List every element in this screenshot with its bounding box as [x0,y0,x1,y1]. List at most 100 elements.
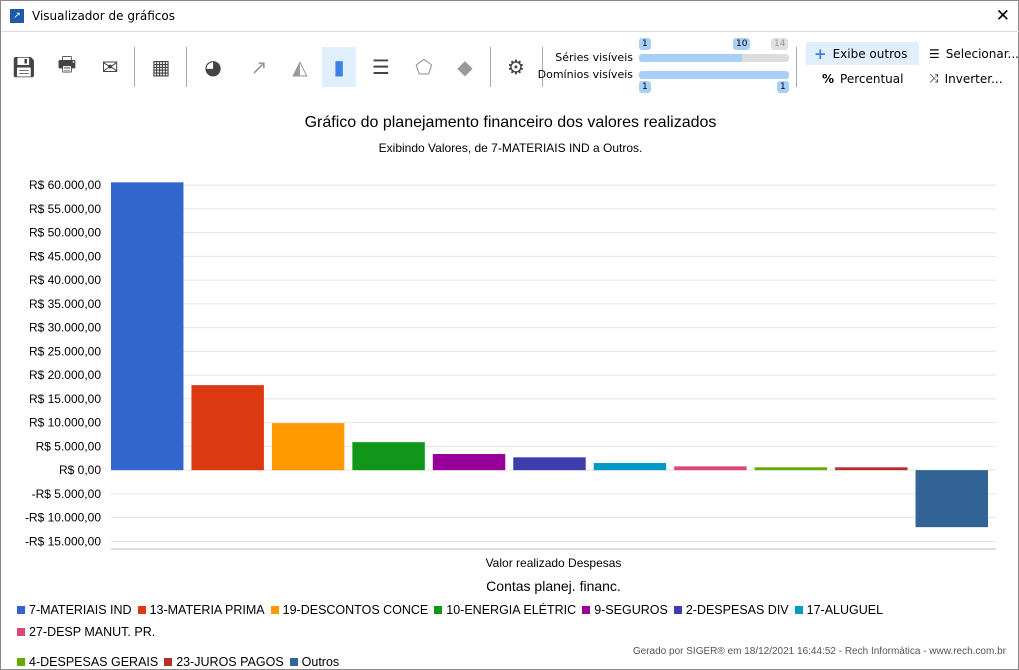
list-icon: ☰ [929,46,940,61]
settings-button[interactable]: ⚙ [499,47,533,87]
bar-chart-button[interactable]: ▮ [322,47,356,87]
save-icon: 💾︎ [11,55,37,79]
bar[interactable] [432,454,506,471]
divider [186,47,187,87]
legend-label: 7-MATERIAIS IND [29,603,132,617]
y-tick-label: R$ 25.000,00 [29,344,101,358]
y-tick-label: R$ 5.000,00 [36,439,102,453]
legend-item[interactable]: Outros [289,655,339,669]
series-value-badge[interactable]: 10 [733,38,751,50]
print-button[interactable]: 🖶 [50,47,84,87]
domain-max-badge: 1 [777,81,789,93]
bar[interactable] [513,457,586,471]
title-bar: ↗ Visualizador de gráficos ✕ [1,1,1019,32]
table-icon: ▦ [151,55,171,79]
y-tick-label: R$ 20.000,00 [29,368,101,382]
y-tick-label: R$ 55.000,00 [29,202,101,216]
footer: Gerado por SIGER® em 18/12/2021 16:44:52… [632,646,1006,657]
legend-swatch [434,606,443,614]
legend-swatch [794,606,803,614]
domain-visible-label: Domínios visíveis [537,68,633,81]
bar[interactable] [352,442,425,471]
percent-label: Percentual [840,71,904,86]
percent-icon: % [822,71,835,86]
save-button[interactable]: 💾︎ [7,47,41,87]
bar[interactable] [835,467,908,471]
line-chart-button[interactable]: ↗ [242,47,276,87]
y-tick-label: -R$ 10.000,00 [25,511,101,525]
select-button[interactable]: ☰ Selecionar... [929,42,1019,65]
legend-item[interactable]: 7-MATERIAIS IND [17,603,132,617]
series-slider-fill [639,54,742,62]
print-icon: 🖶 [57,52,77,76]
domain-min-badge: 1 [639,81,651,93]
bar[interactable] [754,467,828,471]
y-tick-label: R$ 10.000,00 [29,416,101,430]
legend-swatch [17,606,25,614]
series-max-badge: 14 [771,38,789,50]
show-others-button[interactable]: + Exibe outros [806,42,919,65]
plus-icon: + [814,44,827,63]
legend-item[interactable]: 2-DESPESAS DIV [673,603,789,617]
legend-item[interactable]: 17-ALUGUEL [794,603,884,617]
legend: 7-MATERIAIS IND 13-MATERIA PRIMA 19-DESCON… [17,603,1017,669]
divider [134,47,135,87]
shuffle-icon: ⤨ [929,71,939,85]
y-tick-label: R$ 30.000,00 [29,321,101,335]
bar[interactable] [191,385,264,471]
line-chart-icon: ↗ [250,55,268,79]
invert-button[interactable]: ⤨ Inverter... [929,67,1003,90]
series-min-badge: 1 [639,38,651,50]
legend-swatch [17,658,25,666]
invert-label: Inverter... [944,71,1003,86]
settings-icon: ⚙ [507,55,525,79]
legend-label: 13-MATERIA PRIMA [149,603,265,617]
legend-item[interactable]: 9-SEGUROS [582,603,668,617]
radar-chart-icon: ⬠ [415,55,433,79]
y-tick-label: R$ 60.000,00 [29,178,101,192]
legend-swatch [137,606,146,614]
bar[interactable] [271,423,345,471]
bar[interactable] [111,182,184,471]
domain-slider[interactable] [639,71,789,79]
y-tick-label: -R$ 15.000,00 [25,534,101,548]
select-label: Selecionar... [945,46,1019,61]
legend-item[interactable]: 27-DESP MANUT. PR. [17,625,155,639]
percent-button[interactable]: % Percentual [814,67,911,90]
legend-swatch [289,658,298,666]
map-icon: ◆ [457,55,473,79]
chart-subtitle: Exibindo Valores, de 7-MATERIAIS IND a O… [378,141,643,155]
table-button[interactable]: ▦ [144,47,178,87]
legend-label: 17-ALUGUEL [806,603,884,617]
map-button[interactable]: ◆ [448,47,482,87]
legend-label: 4-DESPESAS GERAIS [29,655,159,669]
legend-label: 19-DESCONTOS CONCE [282,603,429,617]
divider [490,47,491,87]
divider [542,47,543,87]
bar[interactable] [915,470,988,528]
horizontal-bar-chart-button[interactable]: ☰ [364,47,398,87]
area-chart-icon: ◭ [292,55,308,79]
legend-item[interactable]: 4-DESPESAS GERAIS [17,655,158,669]
divider [796,47,797,87]
legend-item[interactable]: 19-DESCONTOS CONCE [270,603,429,617]
radar-chart-button[interactable]: ⬠ [407,47,441,87]
bar[interactable] [674,466,747,471]
legend-swatch [270,606,279,614]
bar[interactable] [593,463,667,471]
email-button[interactable]: ✉ [93,47,127,87]
y-tick-label: R$ 50.000,00 [29,226,101,240]
close-button[interactable]: ✕ [995,6,1010,26]
area-chart-button[interactable]: ◭ [283,47,317,87]
pie-chart-icon: ◕ [204,55,222,79]
legend-item[interactable]: 23-JUROS PAGOS [164,655,284,669]
email-icon: ✉ [101,55,119,79]
legend-label: 2-DESPESAS DIV [685,603,789,617]
pie-chart-button[interactable]: ◕ [196,47,230,87]
bar-chart: -R$ 15.000,00 -R$ 10.000,00 -R$ 5.000,00 R$… [25,178,996,594]
show-others-label: Exibe outros [832,46,908,61]
legend-item[interactable]: 13-MATERIA PRIMA [137,603,265,617]
legend-item[interactable]: 10-ENERGIA ELÉTRIC [434,603,576,617]
series-visible-label: Séries visíveis [555,51,633,64]
legend-label: 9-SEGUROS [594,603,668,617]
